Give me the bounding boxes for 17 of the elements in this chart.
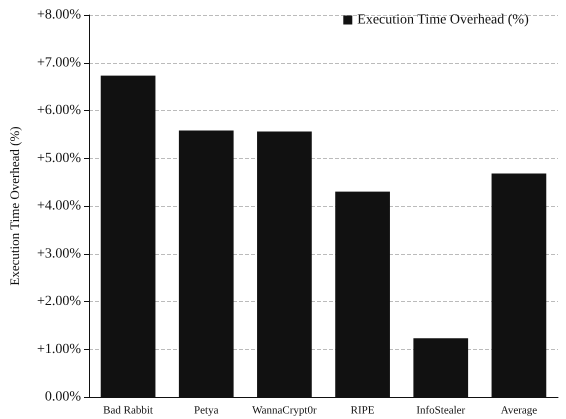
y-tick-label: +4.00% <box>36 198 82 214</box>
y-tick-label: +7.00% <box>36 55 82 70</box>
y-tick-label: +6.00% <box>36 103 82 118</box>
x-tick-label: WannaCrypt0r <box>252 404 317 416</box>
y-tick-label: +3.00% <box>36 246 82 262</box>
y-tick-label: 0.00% <box>44 390 82 404</box>
x-tick-label: Petya <box>194 404 219 416</box>
x-tick-label: InfoStealer <box>416 404 466 416</box>
y-tick-label: +8.00% <box>36 8 82 22</box>
x-tick-label: Bad Rabbit <box>103 404 153 416</box>
x-tick-label: RIPE <box>350 404 375 416</box>
x-tick-label: Average <box>500 404 538 416</box>
y-axis-title: Execution Time Overhead (%) <box>7 126 22 286</box>
legend-label: Execution Time Overhead (%) <box>357 12 530 28</box>
y-tick-label: +2.00% <box>36 294 82 309</box>
y-tick-label: +5.00% <box>36 150 82 166</box>
y-tick-label: +1.00% <box>36 342 82 357</box>
